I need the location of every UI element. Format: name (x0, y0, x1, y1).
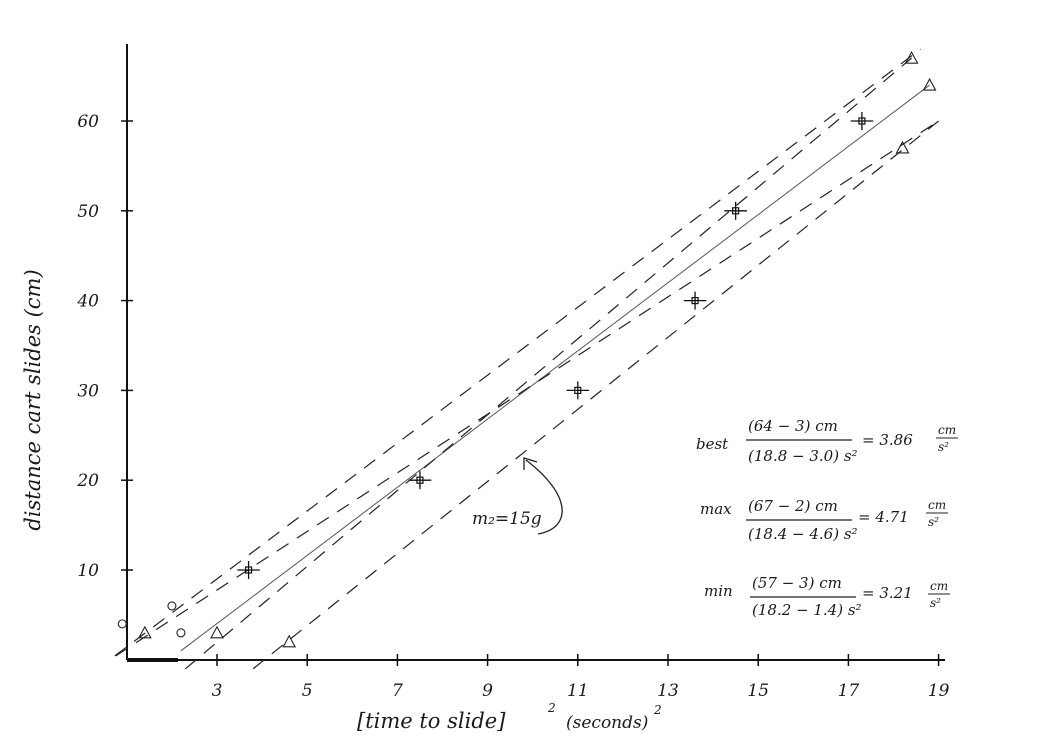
slope-best-unit-den: s² (938, 440, 949, 454)
x-tick-label: 3 (212, 681, 223, 701)
slope-min-label: min (704, 582, 733, 600)
mass-annotation: m₂=15g (472, 457, 563, 535)
x-tick-label: 17 (838, 681, 860, 701)
slope-min: min (57 − 3) cm (18.2 − 1.4) s² = 3.21 c… (704, 574, 950, 619)
slope-best-numerator: (64 − 3) cm (748, 417, 838, 435)
slope-best-label: best (696, 435, 729, 453)
endpoint-circle (117, 619, 127, 629)
y-tick-label: 30 (77, 381, 99, 401)
slope-max-label: max (700, 500, 732, 518)
slope-best-denominator: (18.8 − 3.0) s² (748, 447, 858, 465)
slope-min-unit-den: s² (930, 596, 941, 610)
slope-max-numerator: (67 − 2) cm (748, 497, 838, 515)
data-points (237, 112, 874, 579)
slope-max-denominator: (18.4 − 4.6) s² (748, 525, 858, 543)
slope-calculations: best (64 − 3) cm (18.8 − 3.0) s² = 3.86 … (696, 417, 958, 619)
x-axis-title-exp: 2 (547, 701, 556, 715)
endpoint-triangle (137, 625, 152, 639)
y-axis-title: distance cart slides (cm) (21, 269, 45, 530)
endpoint-circle (167, 601, 177, 611)
max-fit-line (114, 48, 921, 657)
x-tick-label: 7 (392, 681, 403, 701)
y-tick-label: 60 (77, 112, 99, 132)
slope-best-unit-num: cm (938, 423, 956, 437)
x-tick-label: 9 (482, 681, 493, 701)
endpoint-triangle (922, 77, 937, 91)
x-axis-title-main: [time to slide] (357, 709, 506, 733)
x-axis-title: [time to slide] 2 (seconds) 2 (357, 701, 662, 733)
data-point (691, 297, 699, 305)
y-tick-label: 20 (76, 471, 99, 491)
data-point (416, 476, 424, 484)
data-point (732, 207, 740, 215)
y-tick-label: 50 (77, 202, 99, 222)
aux-markers (117, 50, 937, 648)
slope-best: best (64 − 3) cm (18.8 − 3.0) s² = 3.86 … (696, 417, 958, 465)
axis-ticks: 3 5 7 9 11 13 15 17 19 10 20 30 40 50 60 (76, 112, 949, 701)
data-point (574, 386, 582, 394)
x-tick-label: 15 (747, 681, 769, 701)
fit-lines (114, 48, 939, 670)
slope-min-denominator: (18.2 − 1.4) s² (752, 601, 862, 619)
data-point (244, 566, 253, 574)
x-axis-title-units: (seconds) (566, 713, 648, 733)
x-tick-label: 13 (657, 681, 679, 701)
slope-max-unit-den: s² (928, 515, 939, 529)
endpoint-triangle (904, 50, 919, 64)
slope-min-numerator: (57 − 3) cm (752, 574, 842, 592)
x-tick-label: 5 (302, 681, 313, 701)
mass-annotation-arrow (525, 459, 563, 535)
slope-max: max (67 − 2) cm (18.4 − 4.6) s² = 4.71 c… (700, 497, 948, 543)
best-fit-line (180, 84, 930, 652)
endpoint-triangle (895, 140, 910, 154)
x-axis-title-units-exp: 2 (653, 703, 662, 717)
slope-best-result: = 3.86 (862, 431, 913, 449)
endpoint-triangle (210, 625, 224, 639)
y-tick-label: 10 (77, 561, 99, 581)
x-tick-label: 19 (928, 681, 950, 701)
min-fit-line-steep (252, 120, 939, 670)
endpoint-triangle (282, 634, 297, 648)
mass-annotation-text: m₂=15g (472, 509, 542, 529)
y-tick-label: 40 (76, 292, 99, 312)
x-tick-label: 11 (567, 681, 589, 701)
mass-annotation-arrowhead (523, 457, 538, 470)
min-fit-line (115, 120, 939, 657)
slope-min-result: = 3.21 (862, 584, 913, 602)
slope-max-unit-num: cm (928, 498, 946, 512)
slope-min-unit-num: cm (930, 579, 948, 593)
endpoint-circle (176, 628, 186, 638)
slope-max-result: = 4.71 (858, 508, 909, 526)
data-point (858, 117, 866, 125)
